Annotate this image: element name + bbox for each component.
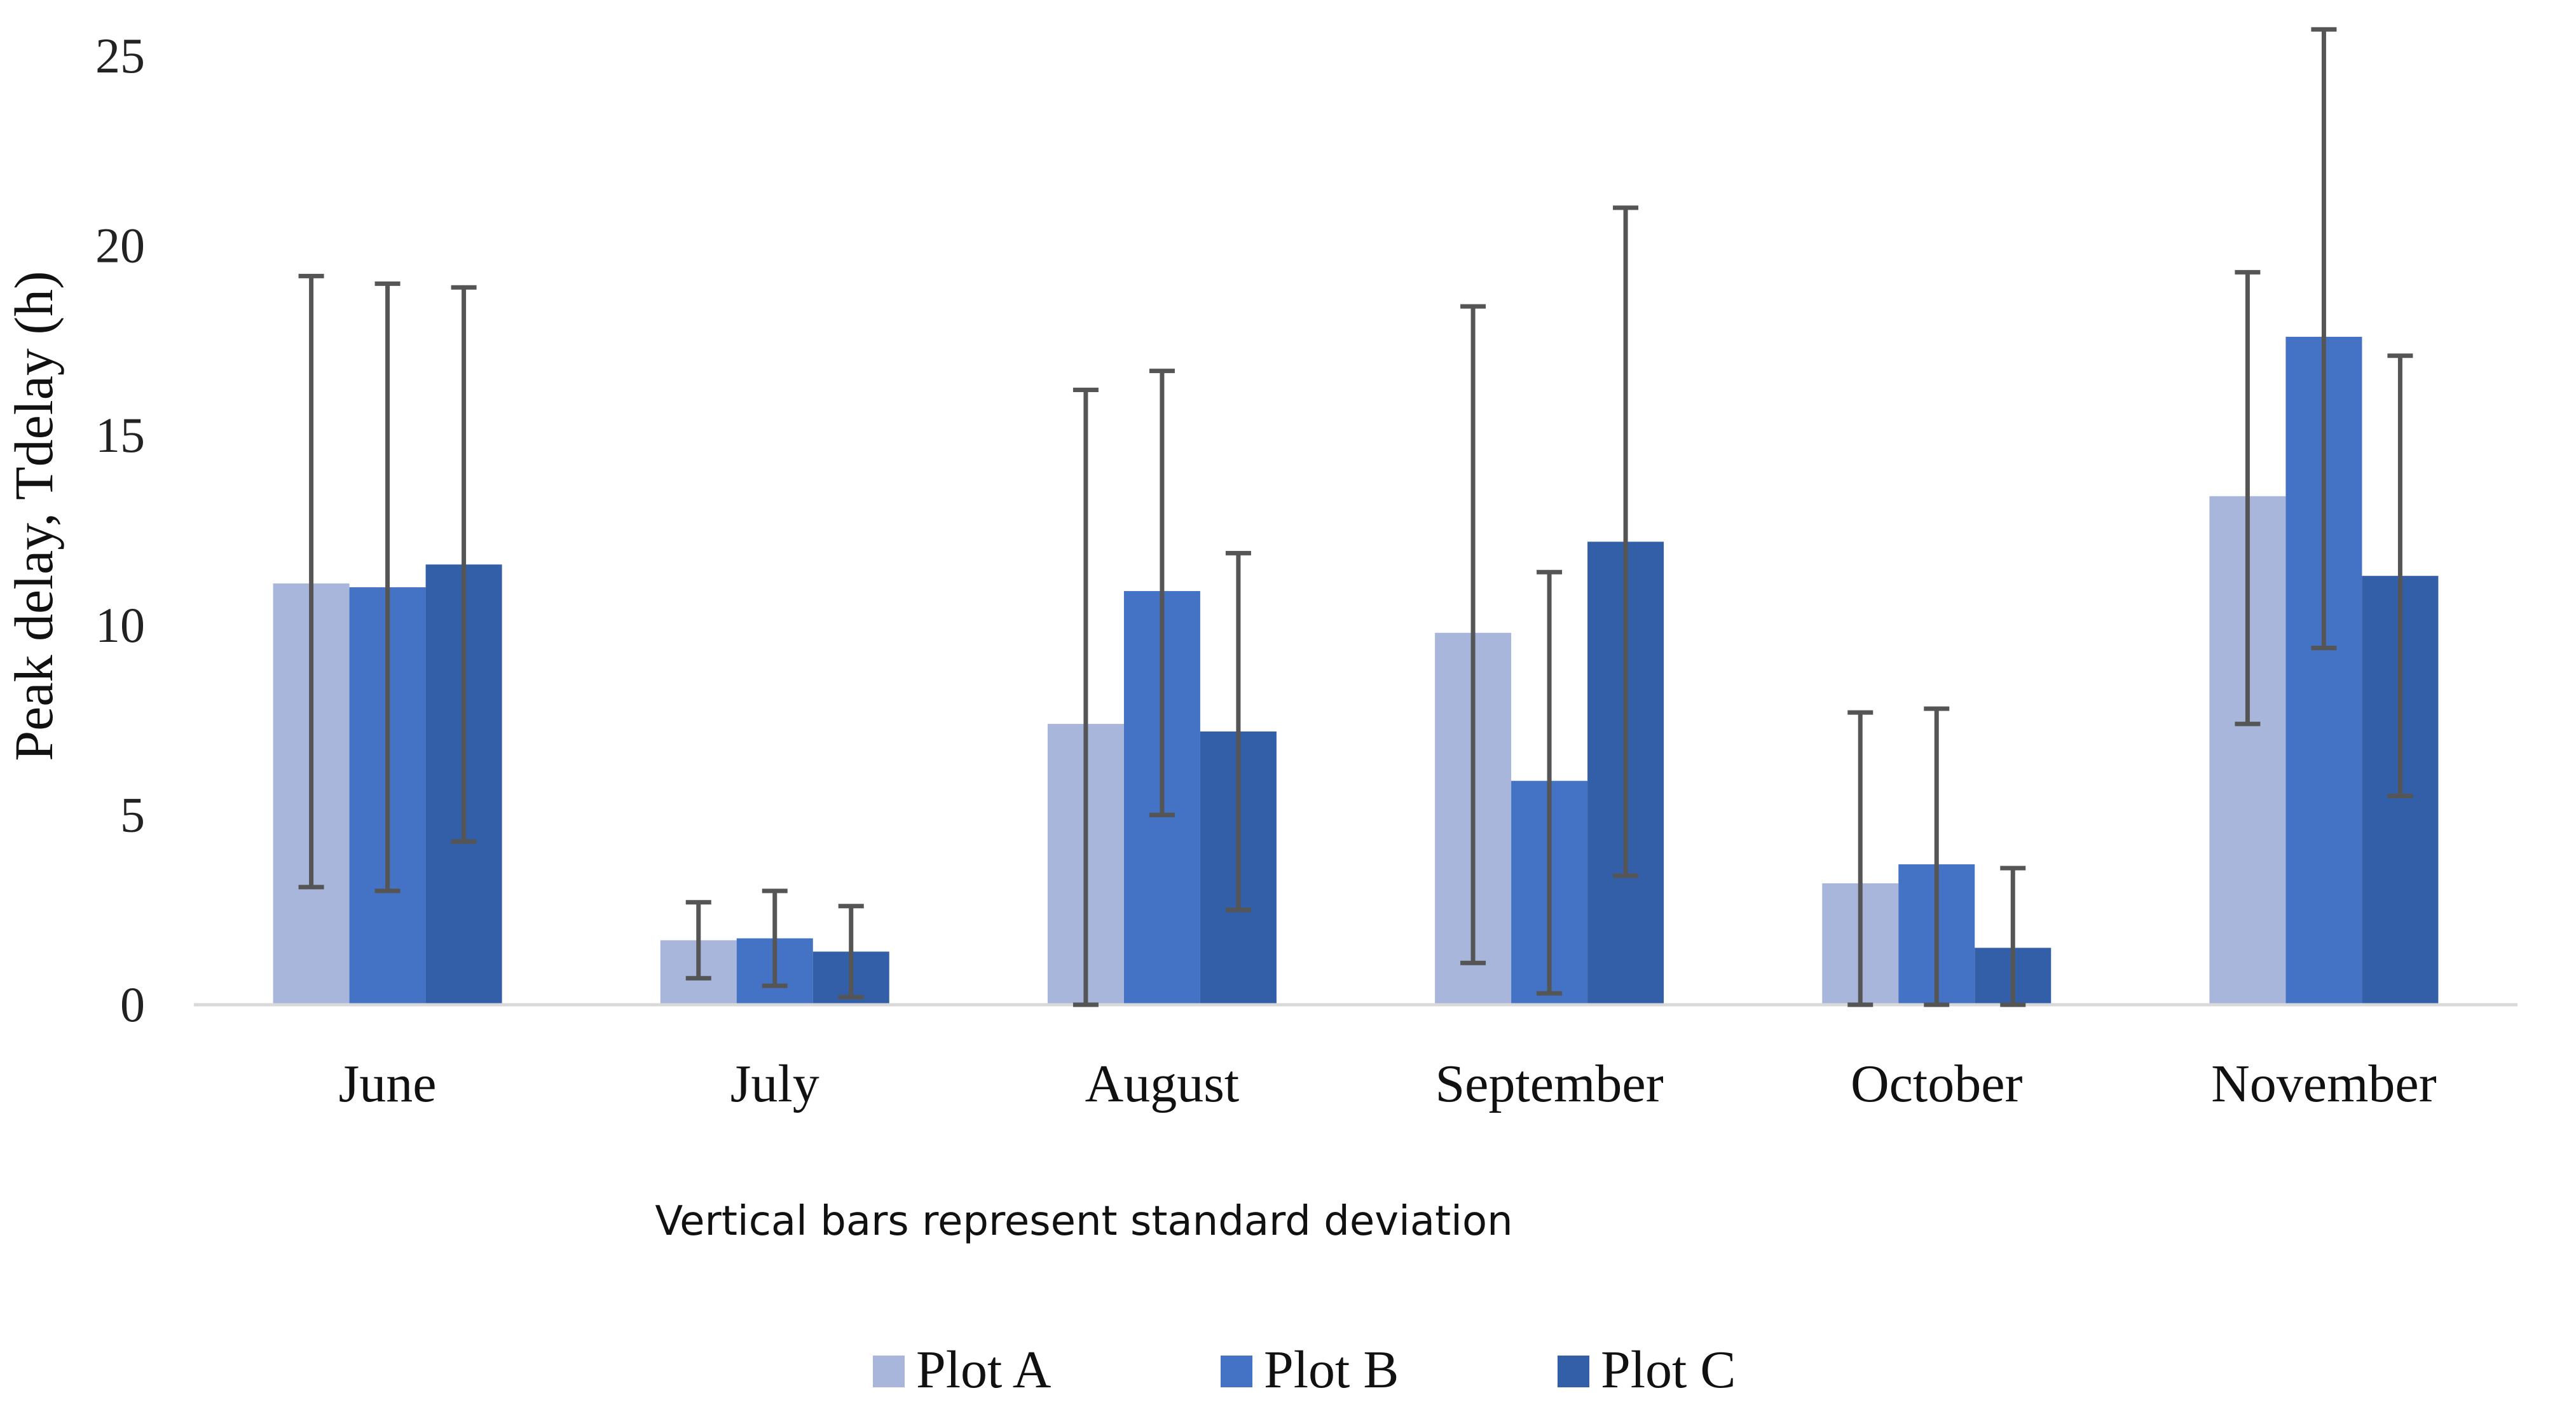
category-labels-layer: June July August September October November (339, 1054, 2437, 1113)
legend-label: Plot A (916, 1340, 1052, 1399)
legend-label: Plot C (1601, 1340, 1736, 1399)
y-tick-label: 10 (95, 597, 145, 653)
legend: Plot A Plot B Plot C (873, 1340, 1736, 1399)
category-label: November (2211, 1054, 2437, 1113)
chart-note: Vertical bars represent standard deviati… (655, 1198, 1512, 1245)
category-label: June (339, 1054, 437, 1113)
y-tick-label: 15 (95, 407, 145, 463)
legend-swatch-plot-c (1558, 1356, 1589, 1387)
category-label: August (1085, 1054, 1240, 1113)
bars-layer (273, 336, 2439, 1005)
y-tick-label: 0 (120, 977, 145, 1032)
category-label: July (730, 1054, 819, 1113)
error-bars-layer (298, 27, 2413, 1007)
y-axis-label: Peak delay, Tdelay (h) (3, 271, 64, 761)
legend-swatch-plot-a (873, 1356, 905, 1387)
legend-swatch-plot-b (1221, 1356, 1252, 1387)
y-tick-label: 20 (95, 218, 145, 273)
y-tick-label: 25 (95, 28, 145, 83)
category-label: October (1851, 1054, 2023, 1113)
y-tick-label: 5 (120, 787, 145, 842)
category-label: September (1435, 1054, 1663, 1113)
legend-label: Plot B (1264, 1340, 1399, 1399)
y-ticks-layer: 0 5 10 15 20 25 (95, 28, 145, 1032)
